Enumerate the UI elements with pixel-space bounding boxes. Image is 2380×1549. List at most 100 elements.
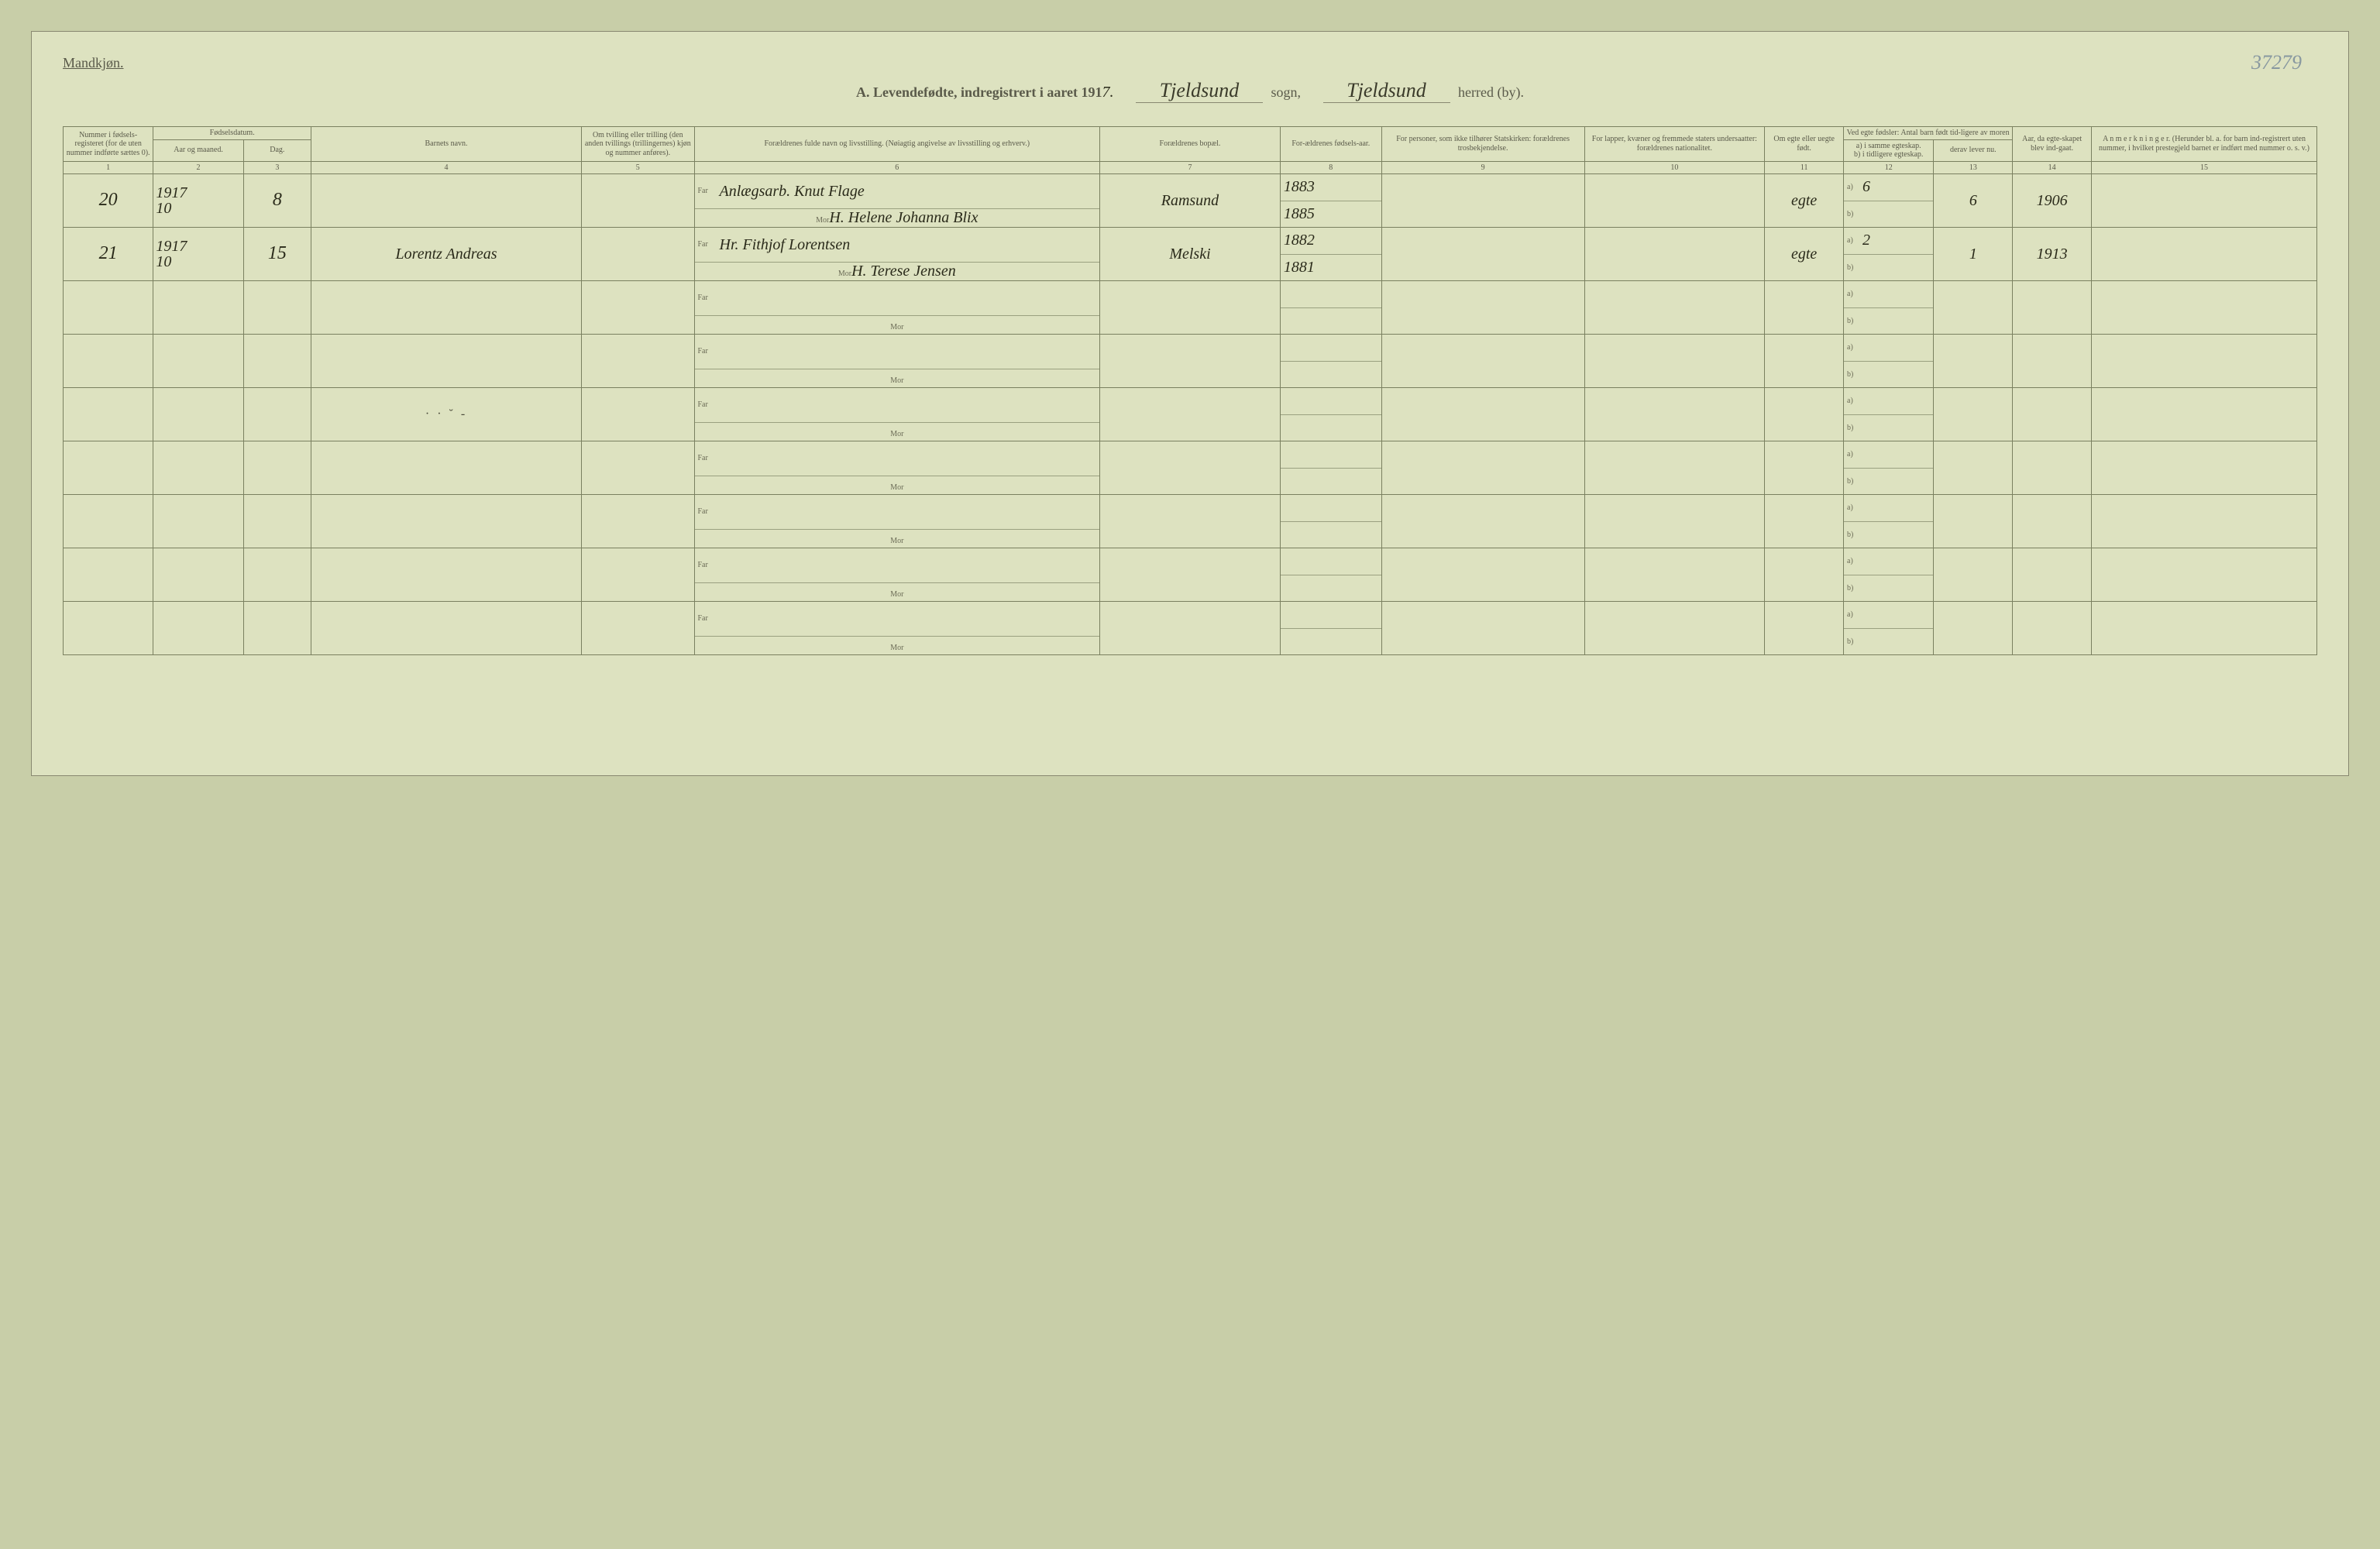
far-label: Far — [698, 561, 715, 570]
pencil-annotation-topright: 37279 — [2251, 51, 2302, 74]
cell: 191710 — [153, 174, 243, 228]
cell — [1765, 602, 1844, 655]
cell — [1100, 441, 1281, 495]
mother-name: H. Terese Jensen — [851, 263, 956, 280]
year-month — [156, 550, 240, 599]
cell — [1934, 281, 2013, 335]
cell — [582, 441, 694, 495]
colnum: 6 — [694, 161, 1100, 174]
cell: Melski — [1100, 228, 1281, 281]
cell — [153, 281, 243, 335]
cell: Far Mor — [694, 281, 1100, 335]
column-number-row: 1 2 3 4 5 6 7 8 9 10 11 12 13 14 15 — [64, 161, 2317, 174]
cell — [2092, 281, 2317, 335]
father-name: Hr. Fithjof Lorentsen — [720, 236, 851, 254]
cell — [153, 388, 243, 441]
cell — [153, 548, 243, 602]
cell: 21 — [64, 228, 153, 281]
year-suffix-handwritten: 7. — [1102, 84, 1113, 101]
sub-b-label: b) — [1847, 424, 1858, 433]
table-body: 201917108 FarAnlægsarb. Knut Flage MorH.… — [64, 174, 2317, 655]
cell: 20 — [64, 174, 153, 228]
far-label: Far — [698, 294, 715, 303]
cell — [1381, 495, 1584, 548]
table-row: Far Mor a) b) — [64, 548, 2317, 602]
table-row: 201917108 FarAnlægsarb. Knut Flage MorH.… — [64, 174, 2317, 228]
cell: a) b) — [1844, 602, 1934, 655]
cell — [243, 441, 311, 495]
cell — [1381, 441, 1584, 495]
cell — [153, 602, 243, 655]
far-label: Far — [698, 614, 715, 623]
cell: a) b) — [1844, 335, 1934, 388]
cell — [311, 602, 581, 655]
mor-label: Mor — [890, 537, 903, 545]
colnum: 2 — [153, 161, 243, 174]
cell — [2013, 388, 2092, 441]
cell — [153, 495, 243, 548]
cell — [1584, 281, 1765, 335]
sub-b-label: b) — [1847, 210, 1858, 219]
cell — [1280, 388, 1381, 441]
cell — [1765, 441, 1844, 495]
year-month: 191710 — [156, 229, 240, 279]
cell: 1 — [1934, 228, 2013, 281]
mor-label: Mor — [816, 216, 829, 225]
col-header-5: Om tvilling eller trilling (den anden tv… — [582, 127, 694, 162]
title-text: Levendefødte, indregistrert i aaret 191 — [873, 84, 1102, 100]
sub-a-label: a) — [1847, 503, 1858, 513]
stray-mark: · · ˘ - — [425, 407, 467, 421]
cell: a) b) — [1844, 495, 1934, 548]
cell: a) b) — [1844, 281, 1934, 335]
far-label: Far — [698, 187, 715, 196]
cell — [1381, 228, 1584, 281]
cell: FarHr. Fithjof Lorentsen MorH. Terese Je… — [694, 228, 1100, 281]
cell — [1280, 281, 1381, 335]
father-birthyear: 1882 — [1284, 232, 1315, 249]
cell: 8 — [243, 174, 311, 228]
cell: 1906 — [2013, 174, 2092, 228]
col-header-2-group: Fødselsdatum. — [153, 127, 311, 140]
cell — [153, 335, 243, 388]
ledger-page: Mandkjøn. 37279 A. Levendefødte, indregi… — [31, 31, 2349, 776]
cell — [243, 548, 311, 602]
cell — [64, 548, 153, 602]
sub-b-label: b) — [1847, 531, 1858, 540]
cell — [1100, 548, 1281, 602]
col-header-7: Forældrenes bopæl. — [1100, 127, 1281, 162]
prev-same: 2 — [1862, 232, 1870, 249]
living-now: 1 — [1969, 246, 1977, 263]
cell — [1584, 388, 1765, 441]
cell — [64, 441, 153, 495]
cell — [1100, 602, 1281, 655]
table-row: Far Mor a) b) — [64, 495, 2317, 548]
herred-label: herred (by). — [1458, 84, 1524, 100]
cell — [2013, 602, 2092, 655]
mor-label: Mor — [890, 323, 903, 331]
colnum: 3 — [243, 161, 311, 174]
cell — [582, 602, 694, 655]
cell — [1381, 335, 1584, 388]
sub-b-label: b) — [1847, 637, 1858, 647]
sub-a-label: a) — [1847, 183, 1858, 192]
colnum: 14 — [2013, 161, 2092, 174]
table-row: 2119171015Lorentz Andreas FarHr. Fithjof… — [64, 228, 2317, 281]
mor-label: Mor — [890, 644, 903, 652]
year-month — [156, 496, 240, 546]
cell — [2013, 335, 2092, 388]
legitimate: egte — [1791, 192, 1817, 209]
cell — [1934, 495, 2013, 548]
cell — [582, 388, 694, 441]
cell — [1280, 548, 1381, 602]
cell — [311, 174, 581, 228]
cell — [1765, 335, 1844, 388]
sub-a-label: a) — [1847, 557, 1858, 566]
cell — [243, 335, 311, 388]
sub-b-label: b) — [1847, 584, 1858, 593]
col-header-8: For-ældrenes fødsels-aar. — [1280, 127, 1381, 162]
cell: 1882 1881 — [1280, 228, 1381, 281]
ledger-table: Nummer i fødsels-registeret (for de uten… — [63, 126, 2317, 655]
cell — [1100, 335, 1281, 388]
cell: 6 — [1934, 174, 2013, 228]
cell — [311, 548, 581, 602]
